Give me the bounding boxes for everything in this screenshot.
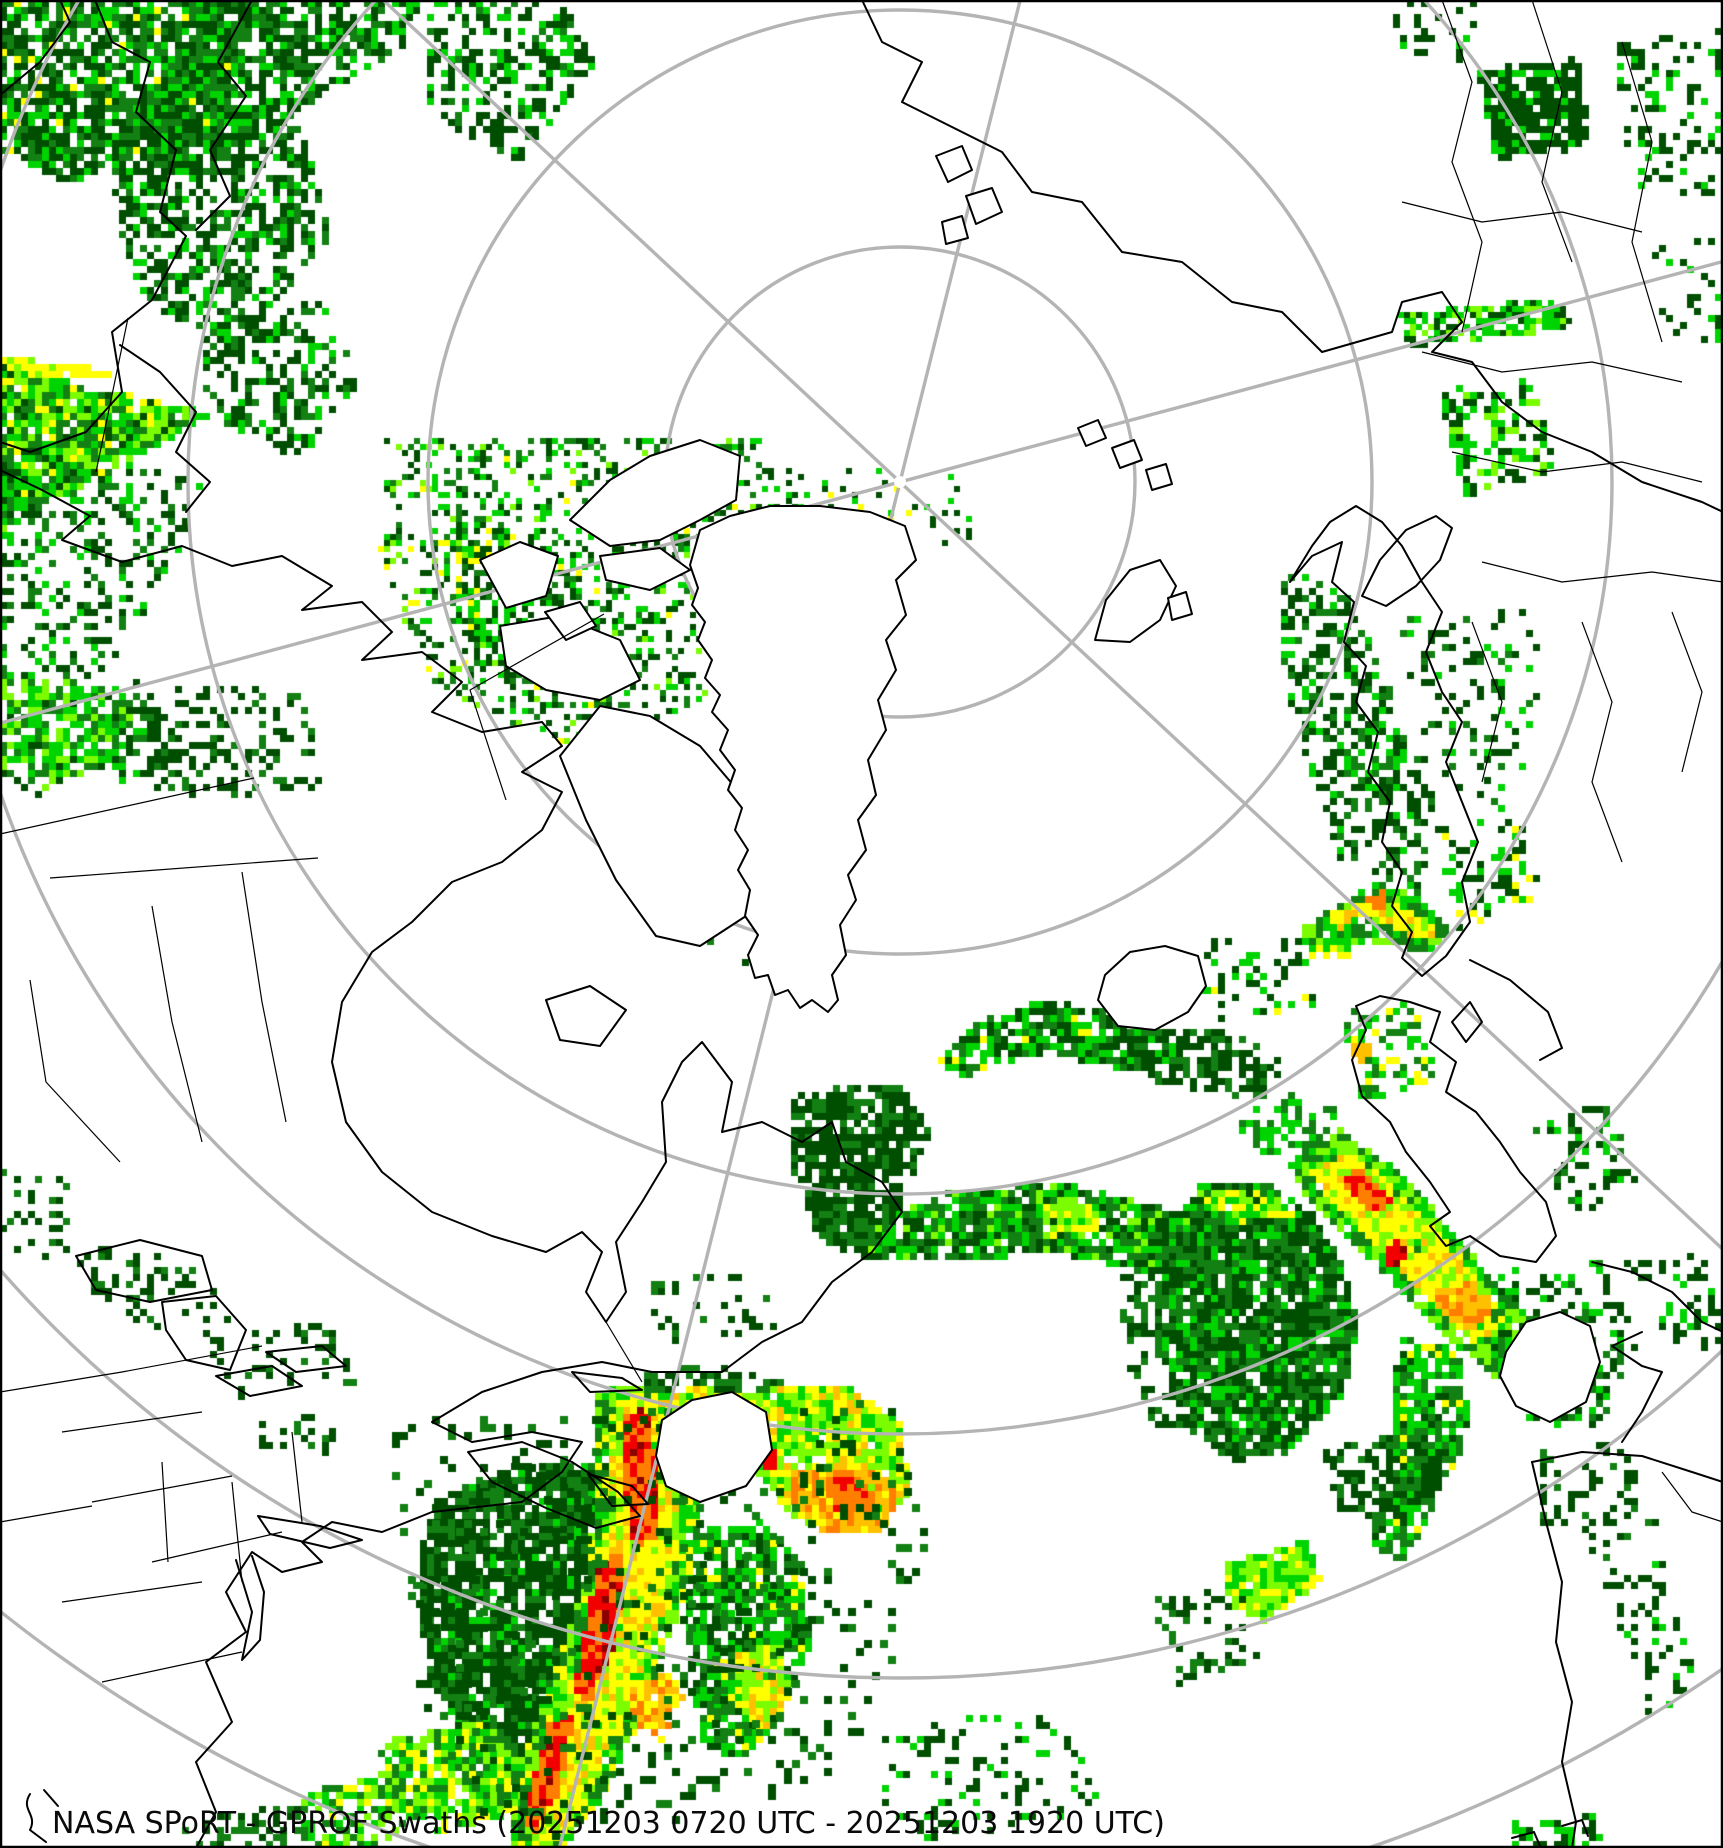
pole-gap <box>894 476 906 488</box>
latitude-ring <box>0 0 1723 1436</box>
latitude-ring <box>186 0 1614 1196</box>
latitude-ring <box>426 8 1374 956</box>
country-borders <box>0 0 1723 1683</box>
caption: NASA SPoRT - GPROF Swaths (20251203 0720… <box>52 1806 1165 1841</box>
meridian-line <box>557 0 1022 1848</box>
latitude-ring <box>0 1266 1723 1680</box>
